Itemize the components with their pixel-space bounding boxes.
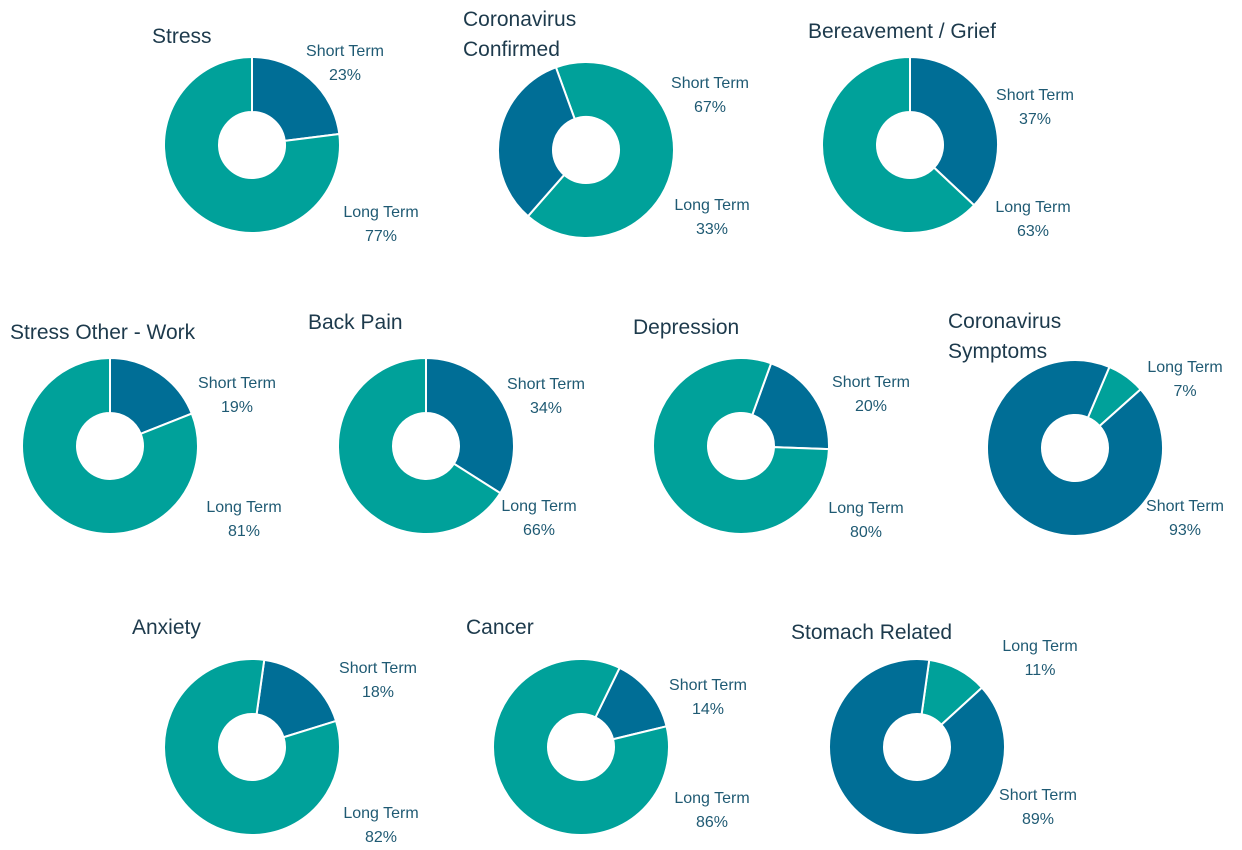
slice-category-label: Long Term bbox=[1147, 359, 1223, 376]
donut-slice bbox=[109, 356, 194, 436]
chart-title: Stress bbox=[152, 25, 212, 48]
slice-category-label: Long Term bbox=[995, 199, 1071, 216]
slice-category-label: Long Term bbox=[501, 498, 577, 515]
slice-value-label: 63% bbox=[1016, 223, 1050, 240]
chart-title: Back Pain bbox=[308, 311, 403, 334]
slice-value-label: 93% bbox=[1168, 522, 1202, 539]
slice-category-label: Short Term bbox=[339, 660, 417, 677]
slice-value-label: 34% bbox=[529, 400, 563, 417]
slice-category-label: Short Term bbox=[507, 376, 585, 393]
slice-value-label: 81% bbox=[227, 523, 261, 540]
slice-value-label: 67% bbox=[693, 99, 727, 116]
donut-slice bbox=[425, 356, 515, 495]
slice-category-label: Short Term bbox=[1146, 498, 1224, 515]
slice-value-label: 80% bbox=[849, 524, 883, 541]
chart-title: Coronavirus Symptoms bbox=[948, 310, 1062, 363]
donut-slice bbox=[255, 658, 338, 739]
slice-value-label: 23% bbox=[328, 67, 362, 84]
donut-slice bbox=[163, 55, 341, 234]
slice-value-label: 20% bbox=[854, 398, 888, 415]
slice-category-label: Short Term bbox=[669, 677, 747, 694]
slice-category-label: Short Term bbox=[671, 75, 749, 92]
slice-value-label: 19% bbox=[220, 399, 254, 416]
slice-category-label: Short Term bbox=[999, 787, 1077, 804]
donut-slice bbox=[492, 658, 670, 836]
donut-slice bbox=[828, 658, 1006, 836]
donut-slice bbox=[751, 362, 830, 451]
donut-slice bbox=[986, 359, 1164, 538]
chart-title: Bereavement / Grief bbox=[808, 20, 996, 43]
chart-title: Coronavirus Confirmed bbox=[463, 8, 577, 61]
slice-category-label: Long Term bbox=[343, 204, 419, 221]
slice-value-label: 14% bbox=[691, 701, 725, 718]
slice-value-label: 89% bbox=[1021, 811, 1055, 828]
slice-category-label: Long Term bbox=[343, 805, 419, 822]
slice-category-label: Short Term bbox=[198, 375, 276, 392]
chart-title: Cancer bbox=[466, 616, 534, 639]
donut-slice bbox=[526, 61, 675, 239]
slice-category-label: Short Term bbox=[832, 374, 910, 391]
slice-value-label: 18% bbox=[361, 684, 395, 701]
slice-category-label: Short Term bbox=[306, 43, 384, 60]
slice-value-label: 82% bbox=[364, 829, 398, 846]
slice-category-label: Long Term bbox=[674, 790, 750, 807]
slice-category-label: Long Term bbox=[674, 197, 750, 214]
donut-slice bbox=[909, 55, 999, 207]
donut-slice bbox=[821, 55, 976, 234]
chart-title: Stomach Related bbox=[791, 621, 953, 644]
chart-title: Anxiety bbox=[132, 616, 201, 639]
slice-category-label: Long Term bbox=[828, 500, 904, 517]
chart-title: Stress Other - Work bbox=[10, 321, 196, 344]
donut-slice bbox=[337, 356, 502, 535]
chart-title: Depression bbox=[633, 316, 740, 339]
donut-slice bbox=[251, 55, 341, 142]
donut-slice bbox=[21, 356, 199, 535]
slice-value-label: 7% bbox=[1173, 383, 1197, 400]
slice-value-label: 77% bbox=[364, 228, 398, 245]
donut-slice bbox=[497, 66, 576, 218]
slice-value-label: 37% bbox=[1018, 111, 1052, 128]
slice-category-label: Long Term bbox=[206, 499, 282, 516]
slice-category-label: Long Term bbox=[1002, 638, 1078, 655]
slice-category-label: Short Term bbox=[996, 87, 1074, 104]
slice-value-label: 86% bbox=[695, 814, 729, 831]
slice-value-label: 11% bbox=[1024, 662, 1056, 679]
donut-slice bbox=[163, 658, 341, 836]
slice-value-label: 66% bbox=[522, 522, 556, 539]
slice-value-label: 33% bbox=[695, 221, 729, 238]
donut-slice bbox=[652, 357, 830, 535]
